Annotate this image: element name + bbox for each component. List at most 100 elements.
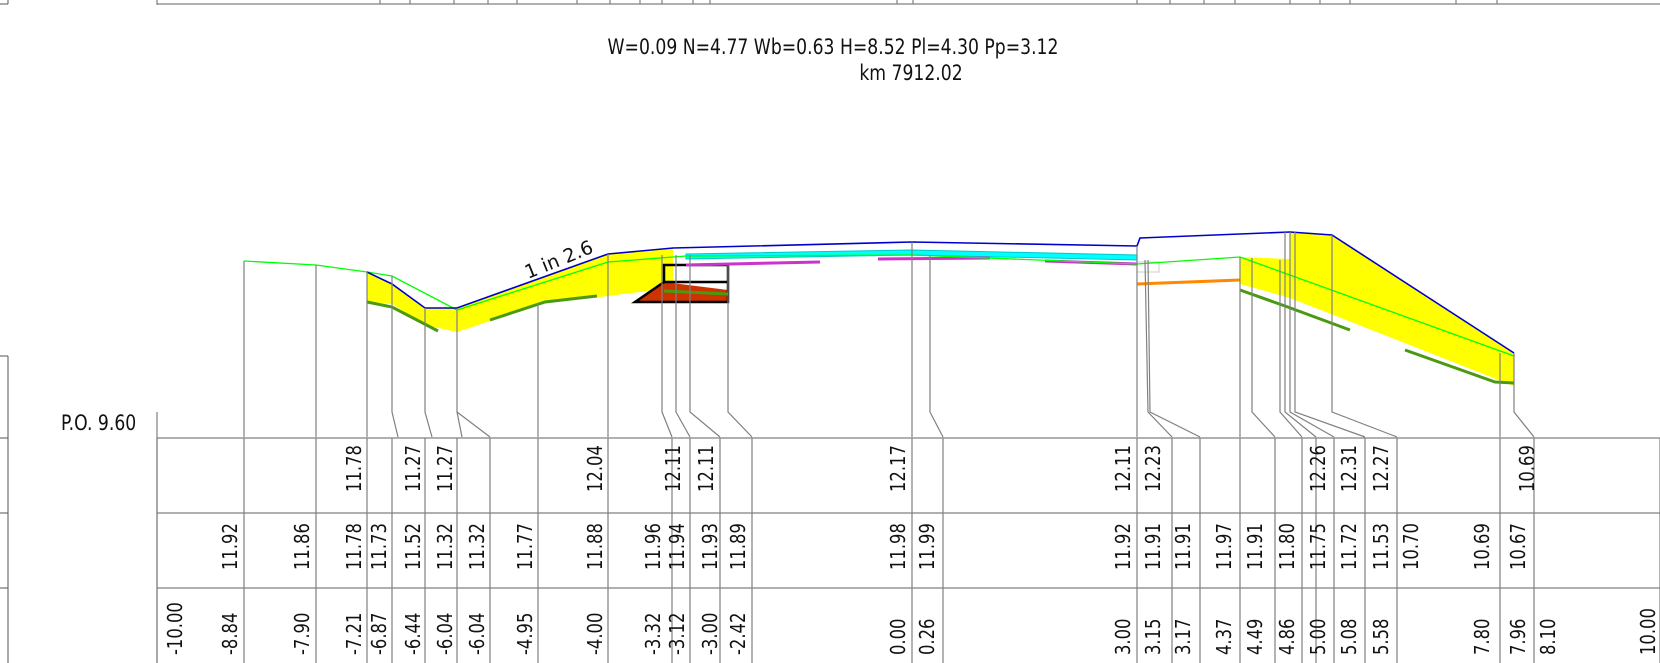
- row1-value: 12.31: [1339, 445, 1362, 492]
- row1-value: 11.27: [435, 445, 458, 492]
- row2-value: 11.80: [1277, 523, 1300, 570]
- offset-value: 4.49: [1245, 619, 1268, 655]
- offset-value: 4.86: [1277, 619, 1300, 655]
- row1-value: 11.78: [344, 445, 367, 492]
- offset-value: -6.44: [403, 613, 426, 655]
- offset-value: 5.58: [1371, 619, 1394, 655]
- offset-value: -4.00: [585, 613, 608, 655]
- row2-value: 11.53: [1371, 523, 1394, 570]
- row1-value: 10.69: [1517, 445, 1540, 492]
- subgrade-segment-1: [489, 294, 598, 322]
- leader-line: [1147, 259, 1201, 438]
- leader-line: [1331, 235, 1398, 438]
- row2-value: 11.86: [292, 523, 315, 570]
- leader-line: [1284, 232, 1317, 438]
- offset-value: -3.00: [700, 613, 723, 655]
- offset-value: 4.37: [1214, 619, 1237, 655]
- offset-value: 10.00: [1638, 608, 1660, 655]
- leader-line: [1279, 260, 1303, 438]
- offset-value: -6.87: [369, 613, 392, 655]
- row2-value: 11.88: [585, 523, 608, 570]
- row1-value: 12.27: [1371, 445, 1394, 492]
- leader-line: [675, 255, 691, 438]
- leader-line: [689, 255, 721, 438]
- offset-value: -3.32: [643, 613, 666, 655]
- row2-value: 11.96: [643, 523, 666, 570]
- culvert-base-accent: [663, 289, 729, 296]
- offset-value: -3.12: [667, 613, 690, 655]
- design-profile-line: [366, 231, 1515, 354]
- leader-line: [1513, 353, 1535, 438]
- leader-line: [1294, 232, 1366, 438]
- offset-value: -6.04: [435, 613, 458, 655]
- row1-value: 12.26: [1308, 445, 1331, 492]
- leader-line: [929, 255, 944, 438]
- offset-value: -2.42: [728, 613, 751, 655]
- chainage-label: km 7912.02: [859, 60, 962, 85]
- row1-value: 11.27: [403, 445, 426, 492]
- row1-value: 12.17: [888, 445, 911, 492]
- offset-value: 7.80: [1472, 619, 1495, 655]
- offset-value: -6.04: [467, 613, 490, 655]
- data-table: P.O. 9.60 11.78 11.27 11.27 12.04 12.11 12.11…: [61, 410, 1660, 663]
- row2-value: 11.52: [403, 523, 426, 570]
- row2-value: 11.77: [515, 523, 538, 570]
- top-frame: [156, 0, 1660, 5]
- leader-line: [456, 411, 491, 438]
- table-row-offsets: -10.00 -8.84 -7.90 -7.21 -6.87 -6.44 -6.04 -6.0…: [165, 602, 1660, 655]
- curb-line: [1136, 278, 1241, 286]
- row2-value: 11.99: [917, 523, 940, 570]
- row2-value: 11.72: [1339, 523, 1362, 570]
- offset-value: -4.95: [515, 613, 538, 655]
- row2-value: 11.89: [728, 523, 751, 570]
- leader-line: [727, 265, 753, 438]
- table-row-2: 11.92 11.86 11.78 11.73 11.52 11.32 11.32 11.77…: [220, 523, 1531, 570]
- offset-value: 0.00: [888, 619, 911, 655]
- offset-value: 3.15: [1143, 619, 1166, 655]
- row2-value: 11.97: [1214, 523, 1237, 570]
- fill-areas: [367, 232, 1514, 386]
- row1-value: 12.04: [585, 445, 608, 492]
- row2-value: 11.98: [888, 523, 911, 570]
- datum-label: P.O. 9.60: [61, 410, 136, 435]
- row2-value: 11.94: [667, 523, 690, 570]
- offset-value: 5.08: [1339, 619, 1362, 655]
- row2-value: 11.73: [369, 523, 392, 570]
- row1-value: 12.11: [696, 445, 719, 492]
- offset-value: 0.26: [917, 619, 940, 655]
- row1-value: 12.11: [663, 445, 686, 492]
- offset-value: 3.17: [1173, 619, 1196, 655]
- row2-value: 11.93: [700, 523, 723, 570]
- leader-line: [1144, 259, 1173, 438]
- table-row-1: 11.78 11.27 11.27 12.04 12.11 12.11 12.17 12.11…: [344, 445, 1540, 492]
- leader-line: [661, 255, 673, 438]
- offset-value: -10.00: [165, 602, 188, 655]
- row2-value: 10.67: [1508, 523, 1531, 570]
- offset-value: 7.96: [1508, 619, 1531, 655]
- row2-value: 11.32: [467, 523, 490, 570]
- row2-value: 11.91: [1173, 523, 1196, 570]
- leader-line: [1251, 258, 1276, 438]
- row2-value: 11.32: [435, 523, 458, 570]
- left-margin-frame: [0, 0, 9, 663]
- offset-value: 8.10: [1538, 619, 1561, 655]
- offset-value: -8.84: [220, 613, 243, 655]
- section-parameters: W=0.09 N=4.77 Wb=0.63 H=8.52 Pl=4.30 Pp=…: [608, 34, 1059, 59]
- table-grid: [156, 412, 1660, 663]
- row1-value: 12.11: [1113, 445, 1136, 492]
- row2-value: 11.92: [1113, 523, 1136, 570]
- row1-value: 12.23: [1143, 445, 1166, 492]
- offset-value: 5.00: [1308, 619, 1331, 655]
- row2-value: 11.91: [1245, 523, 1268, 570]
- offset-value: 3.00: [1113, 619, 1136, 655]
- row2-value: 11.92: [220, 523, 243, 570]
- offset-value: -7.21: [344, 613, 367, 655]
- row2-value: 10.70: [1401, 523, 1424, 570]
- row2-value: 11.78: [344, 523, 367, 570]
- fill-area-1: [457, 248, 673, 332]
- subgrade-segment-3: [1404, 348, 1515, 385]
- row2-value: 11.75: [1308, 523, 1331, 570]
- fill-area-0: [367, 272, 457, 332]
- leader-line: [391, 276, 399, 438]
